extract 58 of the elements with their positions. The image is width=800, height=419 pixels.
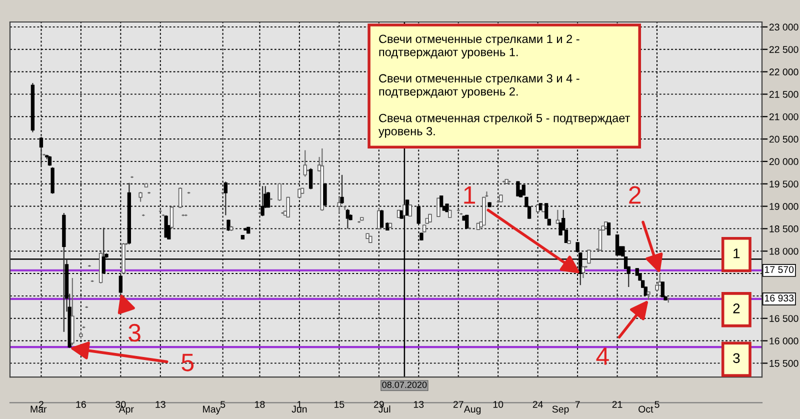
candlestick — [286, 196, 290, 218]
ref-line-label: 17 570 — [764, 266, 794, 273]
y-tick-label: 20 500 — [769, 136, 798, 143]
candlestick — [303, 150, 307, 178]
y-tick-label: 21 500 — [769, 90, 798, 98]
annotation: 4 — [596, 348, 609, 365]
x2-tick-label: Sep — [552, 406, 569, 415]
candlestick — [170, 206, 174, 230]
y-tick-label: 16 000 — [770, 338, 798, 344]
x-tick-label: 24 — [532, 400, 543, 408]
x-tick-label: 18 — [255, 400, 265, 408]
annotation: 2 — [629, 186, 641, 204]
x-tick-label: 10 — [493, 400, 504, 408]
x2-tick-label: Jun — [292, 406, 307, 413]
annotation: 5 — [182, 354, 194, 372]
annotation: 1 — [464, 186, 476, 204]
annotation: 1 — [734, 248, 740, 258]
x-tick-label: 27 — [453, 400, 464, 408]
x-tick-label: 29 — [374, 400, 384, 408]
y-tick-label: 19 500 — [770, 180, 798, 188]
y-tick-label: 18 000 — [770, 248, 798, 255]
ref-line-label: 08.07.2020 — [382, 382, 427, 388]
x-tick-label: 5 — [654, 401, 660, 408]
candlestick — [558, 222, 562, 236]
x2-tick-label: Jul — [378, 405, 390, 413]
x2-tick-label: Mar — [30, 406, 47, 413]
x2-tick-label: Apr — [118, 406, 134, 415]
candlestick — [138, 191, 142, 202]
x-tick-label: 30 — [116, 400, 126, 408]
candlestick — [178, 186, 182, 209]
y-tick-label: 20 000 — [769, 158, 798, 166]
annotation: 2 — [733, 304, 740, 314]
y-tick-label: 22 000 — [769, 68, 798, 76]
y-tick-label: 23 000 — [769, 24, 798, 31]
y-tick-label: 19 000 — [770, 203, 798, 210]
candlestick — [298, 188, 302, 198]
y-tick-label: 16 500 — [770, 315, 798, 322]
x-tick-label: 1 — [297, 401, 302, 408]
x-tick-label: 16 — [76, 400, 86, 408]
x-tick-label: 15 — [334, 401, 344, 408]
y-tick-label: 21 000 — [769, 113, 798, 120]
annotation: 3 — [733, 353, 740, 364]
x-tick-label: 5 — [220, 401, 226, 408]
text: Свечи отмеченные стрелками 1 и 2 - подтверждают уровень 1. Свечи отмеченные стрелками 3 и 4 - подтверждают уровень 2. Свеча отмеченная стрелкой 5 - подтверждает уровень 3. — [378, 34, 630, 138]
annotation: 3 — [128, 324, 140, 342]
candlestick — [598, 229, 602, 252]
x-tick-label: 13 — [156, 400, 166, 408]
x2-tick-label: May — [203, 406, 221, 415]
x2-tick-label: Oct — [638, 406, 654, 413]
x-tick-label: 21 — [612, 400, 622, 408]
ref-line-label: 16 933 — [764, 294, 794, 302]
x-tick-label: 13 — [414, 400, 424, 408]
x2-tick-label: Aug — [464, 406, 481, 415]
y-tick-label: 15 500 — [770, 360, 798, 367]
candlestick — [278, 182, 282, 202]
y-tick-label: 18 500 — [770, 225, 798, 232]
y-tick-label: 22 500 — [769, 46, 798, 53]
x-tick-label: 7 — [575, 401, 580, 408]
